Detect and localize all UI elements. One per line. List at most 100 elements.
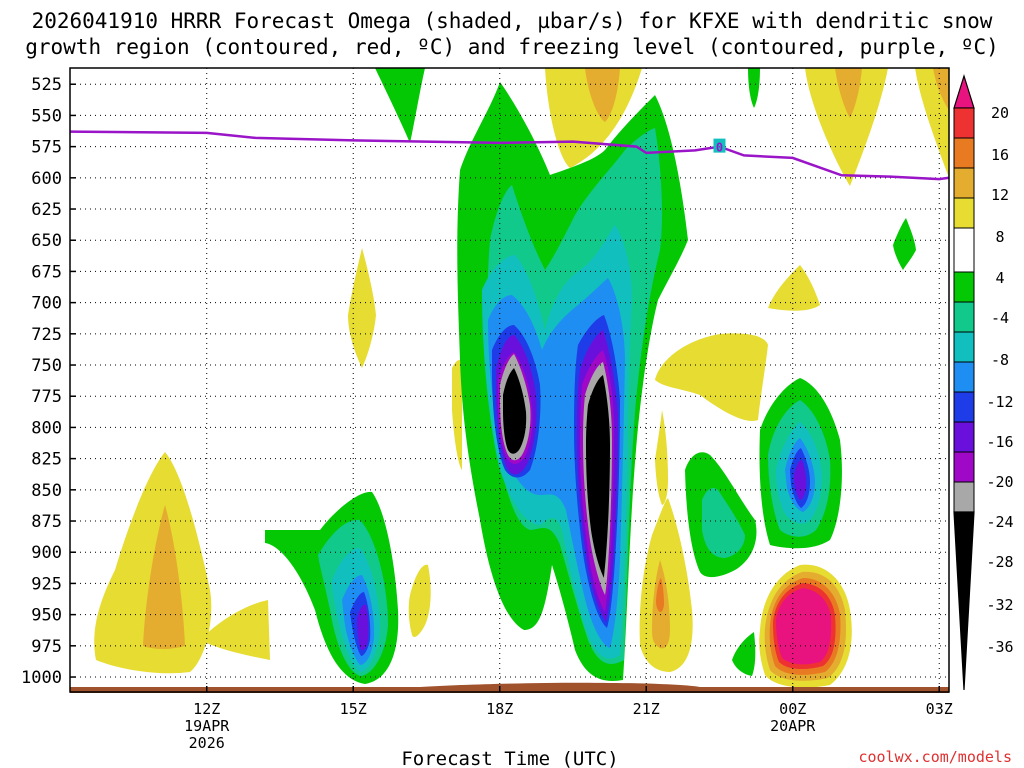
plot-frame [69, 67, 950, 693]
omega-positive-01z-low-20 [776, 588, 832, 665]
colorbar [953, 73, 975, 691]
chart-title-line1: 2026041910 HRRR Forecast Omega (shaded, … [32, 9, 993, 33]
y-tick-label: 550 [31, 106, 62, 126]
colorbar-16-20 [953, 107, 975, 139]
colorbar-label: -8 [991, 351, 1009, 369]
x-tick-label: 12Z [193, 700, 220, 718]
y-tick-label: 850 [31, 481, 62, 501]
x-tick-label: 21Z [633, 700, 660, 718]
colorbar-m32-m28 [953, 451, 975, 483]
freezing-level-label-background [713, 138, 726, 153]
colorbar-12-16 [953, 137, 975, 169]
omega-negative-main-core [503, 368, 610, 578]
colorbar-4-8 [953, 197, 975, 229]
omega-positive-small-675 [348, 248, 376, 368]
colorbar-label: -20 [986, 473, 1013, 491]
omega-positive-top-center-core [585, 68, 620, 122]
y-tick-label: 1000 [21, 668, 62, 688]
ground-strip [70, 687, 949, 693]
omega-negative-main-m36 [500, 354, 612, 595]
freezing-level-label: 0 [716, 141, 723, 155]
x-axis-title: Forecast Time (UTC) [401, 748, 618, 768]
x-tick-label: 18Z [486, 700, 513, 718]
colorbar-label: 8 [995, 228, 1004, 246]
colorbar-label: 20 [991, 104, 1009, 122]
omega-negative-top-sliver-1 [375, 68, 425, 143]
colorbar-label: -16 [986, 433, 1013, 451]
x-tick-date: 20APR [770, 717, 816, 735]
omega-shading [94, 68, 949, 688]
omega-positive-narrow [655, 410, 668, 505]
colorbar-m20-m16 [953, 361, 975, 393]
y-axis: 525 550 575 600 625 650 675 700 725 750 775 800 825 8… [21, 75, 76, 688]
y-tick-label: 725 [31, 325, 62, 345]
x-tick-year: 2026 [189, 734, 225, 752]
colorbar-m8-m4 [953, 271, 975, 303]
y-tick-label: 775 [31, 387, 62, 407]
ground-bump [420, 682, 700, 687]
colorbar-m36-m32 [953, 481, 975, 513]
colorbar-8-12 [953, 167, 975, 199]
colorbar-bottom-arrow [953, 511, 975, 691]
colorbar-label: 4 [995, 269, 1004, 287]
colorbar-top-arrow [953, 73, 975, 109]
y-tick-label: 625 [31, 200, 62, 220]
omega-negative-15z-m28 [357, 604, 369, 651]
colorbar-m16-m12 [953, 331, 975, 363]
y-tick-label: 875 [31, 512, 62, 532]
colorbar-label: 16 [991, 146, 1009, 164]
omega-negative-small-0230z [893, 218, 916, 270]
colorbar-m28-m24 [953, 421, 975, 453]
omega-positive-650 [768, 265, 820, 311]
omega-positive-700 [655, 333, 768, 421]
y-tick-label: 575 [31, 138, 62, 158]
y-tick-label: 750 [31, 356, 62, 376]
colorbar-label: -24 [986, 513, 1013, 531]
y-tick-label: 800 [31, 418, 62, 438]
y-tick-label: 650 [31, 231, 62, 251]
colorbar-label: -28 [986, 553, 1013, 571]
y-tick-label: 700 [31, 294, 62, 314]
omega-positive-small-17z [408, 564, 431, 637]
y-tick-label: 900 [31, 543, 62, 563]
y-tick-label: 825 [31, 450, 62, 470]
colorbar-label: 12 [991, 186, 1009, 204]
omega-positive-top-edge [915, 68, 949, 178]
omega-negative-01z-left-inner [702, 488, 745, 558]
x-tick-label: 15Z [340, 700, 367, 718]
omega-negative-small-01z [732, 632, 756, 676]
y-tick-label: 600 [31, 169, 62, 189]
y-tick-label: 675 [31, 262, 62, 282]
omega-positive-small-18z [452, 360, 462, 470]
x-tick-label: 00Z [779, 700, 806, 718]
y-tick-label: 950 [31, 606, 62, 626]
omega-positive-top-edge-core [933, 68, 949, 110]
colorbar-label: -32 [986, 596, 1013, 614]
colorbar-neutral [953, 227, 975, 273]
y-tick-label: 925 [31, 574, 62, 594]
grid-lines [70, 68, 949, 692]
y-tick-label: 525 [31, 75, 62, 95]
omega-positive-top-center [545, 68, 642, 168]
colorbar-label: -12 [986, 393, 1013, 411]
colorbar-label: -36 [986, 638, 1013, 656]
x-tick-label: 03Z [926, 700, 953, 718]
chart-title-line2: growth region (contoured, red, ºC) and f… [25, 35, 999, 59]
colorbar-labels: 20 16 12 8 4 -4 -8 -12 -16 -20 -24 -28 -32 -36 [986, 104, 1013, 656]
omega-positive-left-core [143, 505, 185, 649]
omega-negative-top-sliver-2 [748, 68, 760, 108]
omega-positive-left-arm [200, 600, 270, 660]
omega-positive-22z-inner [656, 578, 664, 613]
omega-positive-top-right-core [835, 68, 862, 118]
omega-positive-top-right [805, 68, 888, 186]
credit-text: coolwx.com/models [858, 748, 1012, 766]
colorbar-m24-m20 [953, 391, 975, 423]
freezing-level-line [69, 130, 950, 181]
omega-negative-01z-m28 [794, 460, 807, 500]
colorbar-label: -4 [991, 309, 1009, 327]
x-tick-date: 19APR [184, 717, 230, 735]
y-tick-label: 975 [31, 637, 62, 657]
colorbar-m12-m8 [953, 301, 975, 333]
